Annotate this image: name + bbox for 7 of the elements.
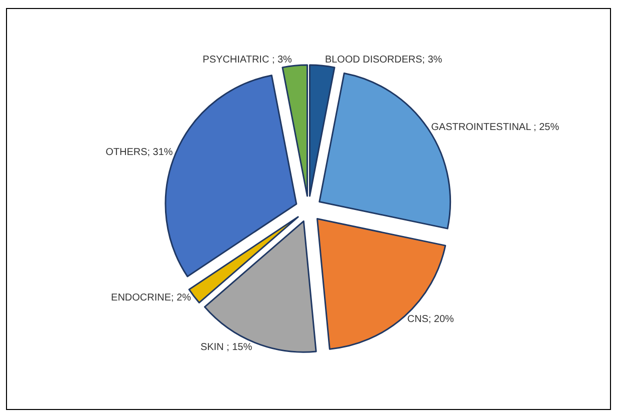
slice-label: OTHERS; 31% (106, 147, 173, 158)
slice-label: SKIN ; 15% (200, 342, 252, 353)
slice-label: BLOOD DISORDERS; 3% (324, 54, 442, 66)
slice-label: PSYCHIATRIC ; 3% (202, 54, 292, 66)
slice-label: CNS; 20% (407, 314, 454, 325)
slice-label: GASTROINTESTINAL ; 25% (431, 122, 560, 134)
slice-label: ENDOCRINE; 2% (111, 292, 192, 304)
